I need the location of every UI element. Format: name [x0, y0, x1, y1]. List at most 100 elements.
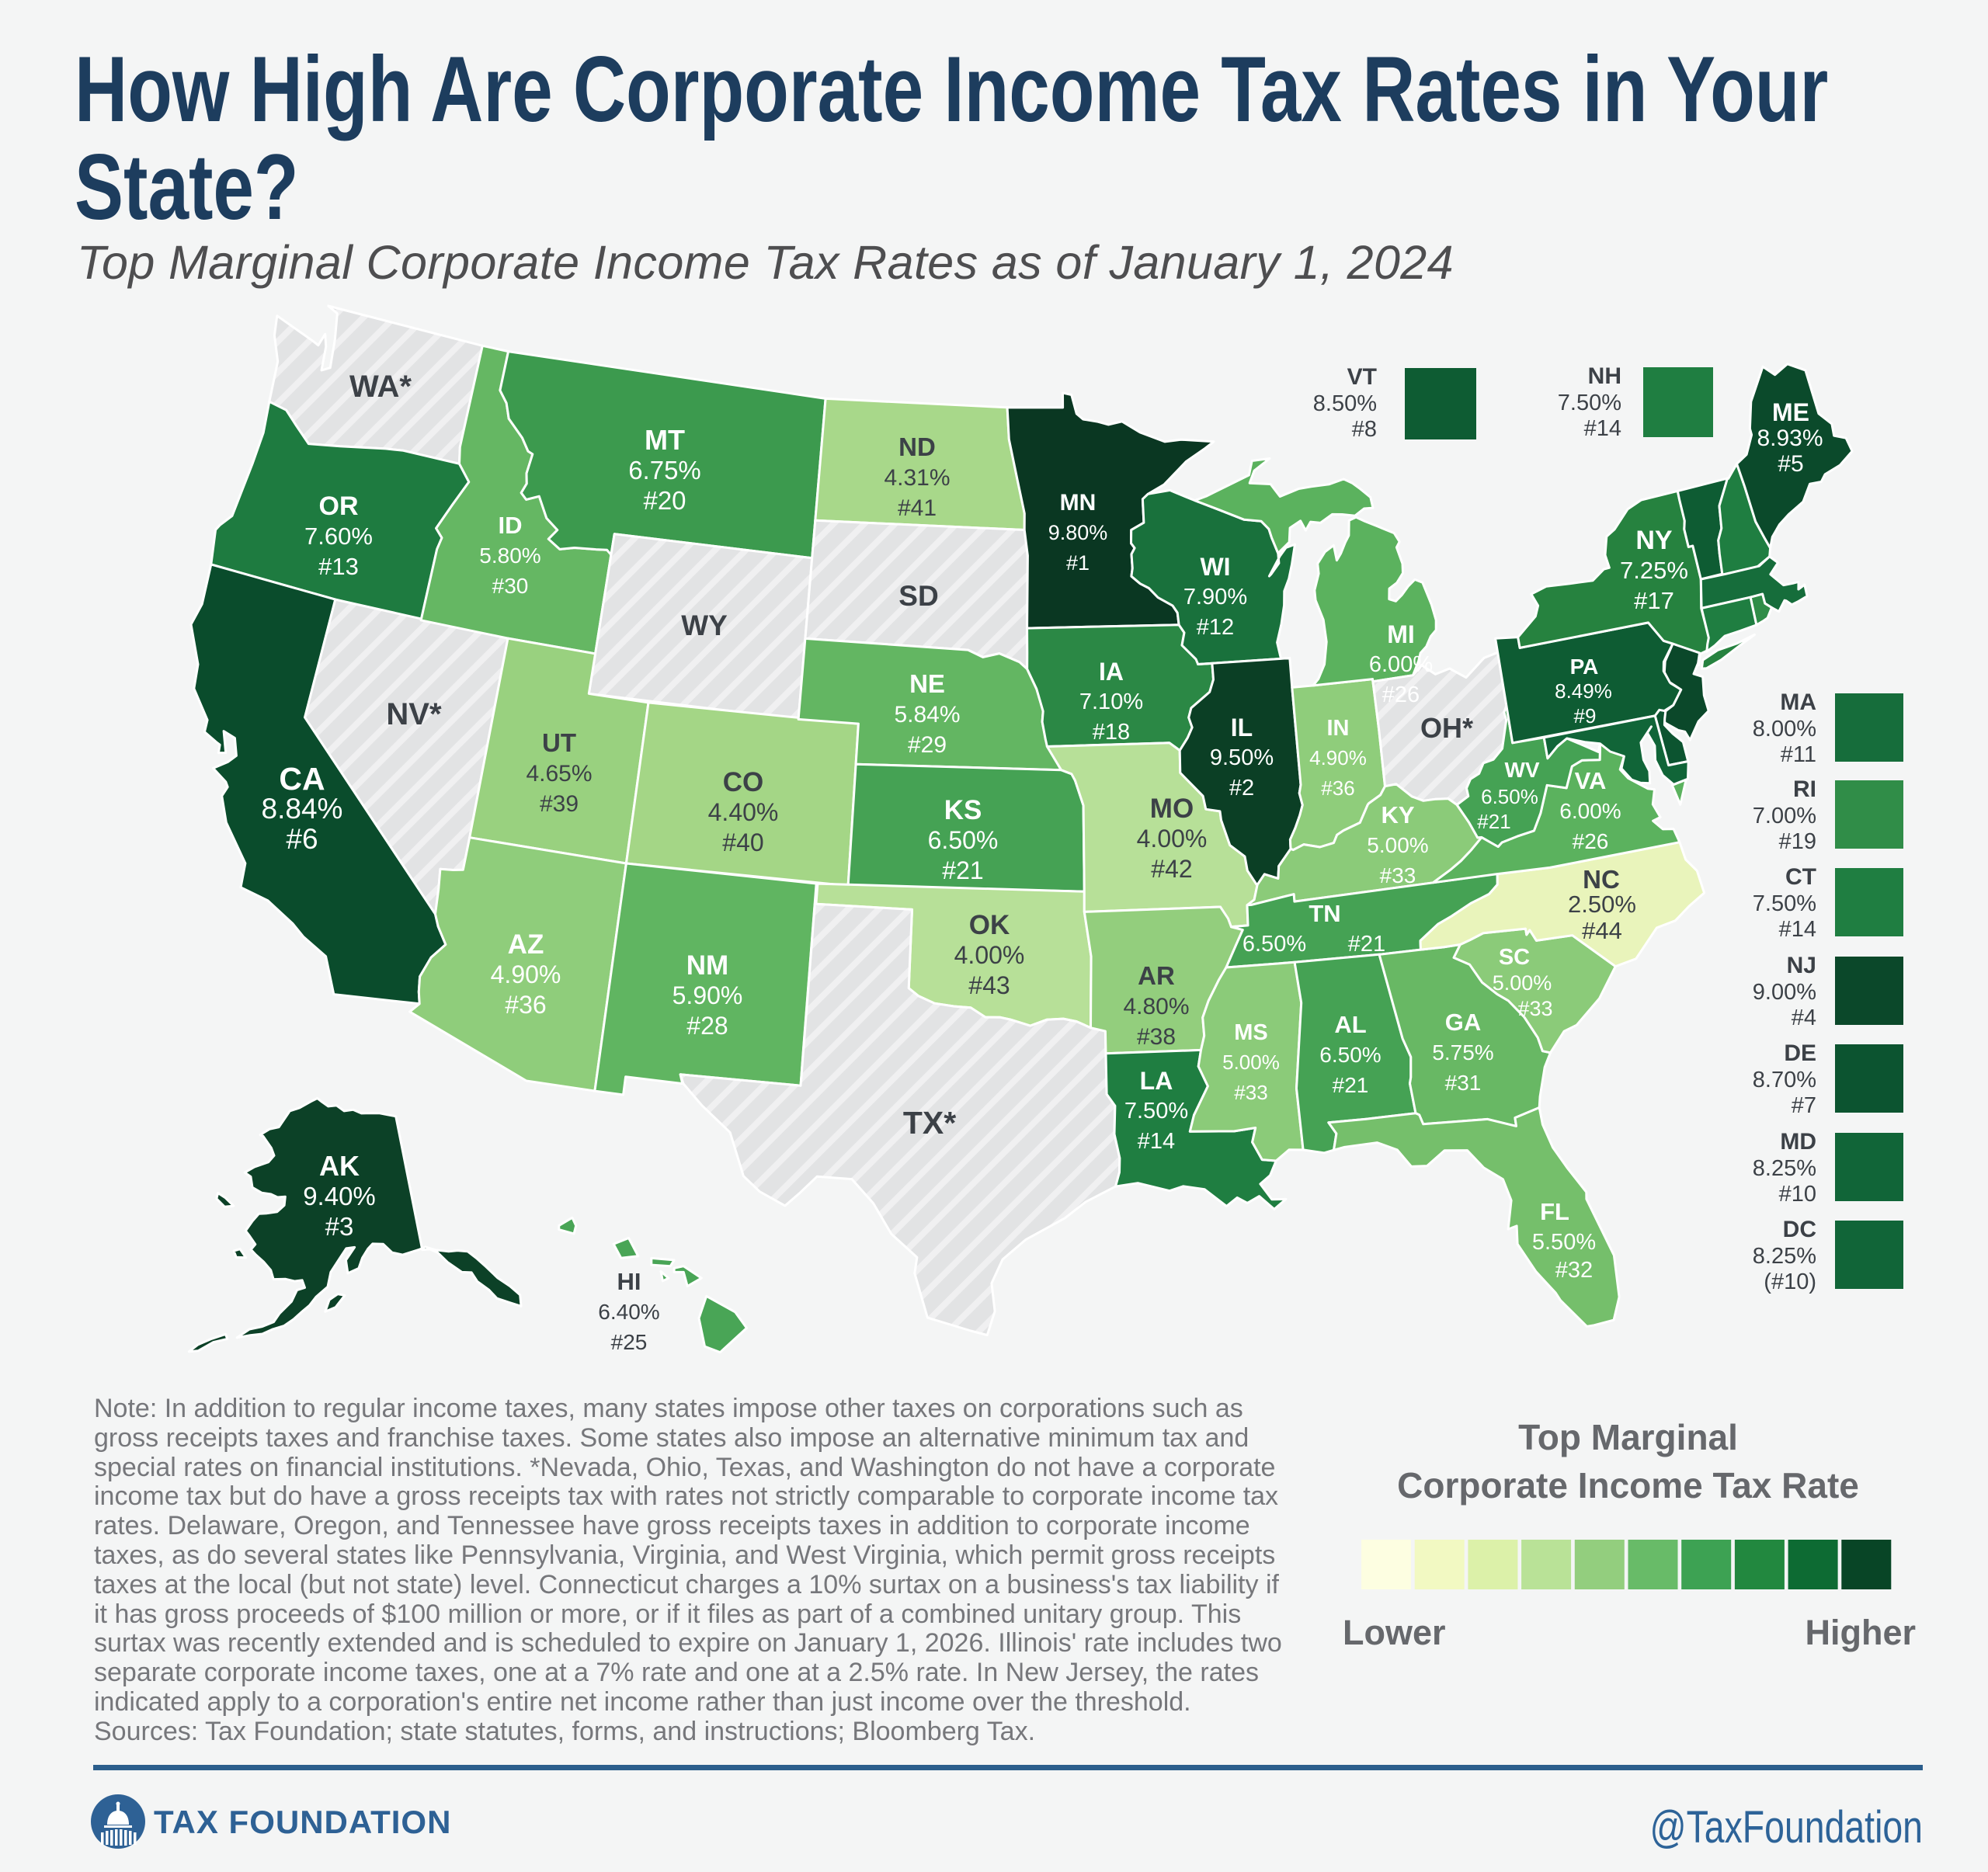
svg-text:KY: KY [1381, 801, 1414, 828]
svg-text:NH: NH [1588, 363, 1621, 389]
svg-text:#18: #18 [1093, 720, 1130, 745]
svg-text:CA: CA [279, 761, 325, 797]
svg-text:VA: VA [1575, 767, 1607, 794]
svg-text:#28: #28 [686, 1012, 728, 1040]
svg-text:NC: NC [1583, 865, 1620, 894]
svg-text:6.50%: 6.50% [928, 826, 999, 854]
svg-text:7.50%: 7.50% [1558, 391, 1621, 415]
svg-text:MS: MS [1234, 1020, 1268, 1045]
svg-text:8.50%: 8.50% [1313, 391, 1377, 416]
svg-text:8.70%: 8.70% [1753, 1068, 1816, 1092]
svg-text:VT: VT [1347, 364, 1377, 390]
svg-text:4.65%: 4.65% [526, 761, 592, 787]
svg-text:NM: NM [686, 950, 728, 981]
svg-text:#14: #14 [1584, 416, 1621, 441]
svg-text:7.00%: 7.00% [1753, 804, 1816, 828]
svg-text:5.00%: 5.00% [1222, 1051, 1280, 1074]
svg-text:MT: MT [645, 424, 685, 456]
svg-text:SD: SD [898, 580, 938, 612]
svg-text:#21: #21 [1477, 810, 1510, 833]
svg-text:#10: #10 [1779, 1182, 1816, 1207]
svg-text:5.50%: 5.50% [1532, 1230, 1596, 1255]
svg-text:5.75%: 5.75% [1432, 1040, 1493, 1065]
svg-text:ME: ME [1772, 398, 1809, 426]
svg-text:CO: CO [723, 767, 764, 797]
svg-text:6.40%: 6.40% [598, 1300, 659, 1324]
svg-text:#17: #17 [1634, 587, 1674, 614]
svg-text:SC: SC [1499, 945, 1530, 970]
svg-text:#42: #42 [1151, 855, 1192, 883]
svg-text:#1: #1 [1066, 551, 1090, 575]
svg-text:6.75%: 6.75% [628, 456, 701, 484]
svg-text:#43: #43 [968, 971, 1010, 999]
svg-text:WA*: WA* [349, 370, 412, 404]
svg-text:#32: #32 [1555, 1258, 1593, 1283]
svg-text:NV*: NV* [386, 697, 442, 731]
svg-text:#12: #12 [1197, 615, 1234, 640]
svg-text:(#10): (#10) [1764, 1269, 1816, 1294]
svg-text:#7: #7 [1792, 1093, 1816, 1118]
svg-text:#33: #33 [1234, 1081, 1267, 1104]
svg-text:CT: CT [1785, 864, 1816, 890]
svg-text:IA: IA [1099, 658, 1124, 686]
svg-text:7.25%: 7.25% [1620, 557, 1688, 584]
svg-text:MA: MA [1780, 689, 1816, 715]
svg-text:ND: ND [898, 432, 936, 461]
svg-text:HI: HI [617, 1268, 641, 1295]
svg-text:AZ: AZ [508, 929, 544, 960]
svg-text:#3: #3 [325, 1212, 354, 1241]
svg-text:OH*: OH* [1420, 712, 1473, 744]
svg-text:7.50%: 7.50% [1753, 891, 1816, 916]
svg-text:TN: TN [1309, 900, 1340, 927]
svg-text:PA: PA [1570, 655, 1599, 679]
svg-text:#38: #38 [1137, 1024, 1176, 1050]
svg-text:4.40%: 4.40% [708, 798, 779, 826]
svg-text:7.50%: 7.50% [1124, 1099, 1188, 1124]
svg-text:#6: #6 [286, 823, 318, 855]
svg-text:6.00%: 6.00% [1559, 799, 1621, 823]
svg-text:#5: #5 [1778, 451, 1803, 477]
svg-text:#41: #41 [898, 495, 937, 521]
svg-text:#13: #13 [318, 553, 359, 580]
svg-text:IL: IL [1231, 714, 1253, 742]
svg-text:6.00%: 6.00% [1369, 652, 1433, 677]
svg-text:#44: #44 [1582, 917, 1622, 944]
svg-text:MN: MN [1060, 490, 1097, 516]
svg-text:#14: #14 [1138, 1129, 1175, 1154]
svg-text:IN: IN [1327, 716, 1350, 741]
svg-text:4.31%: 4.31% [884, 465, 950, 491]
svg-text:4.80%: 4.80% [1123, 994, 1189, 1019]
svg-text:OR: OR [319, 491, 359, 521]
svg-text:LA: LA [1140, 1067, 1173, 1095]
svg-text:DE: DE [1784, 1040, 1816, 1066]
svg-text:5.90%: 5.90% [673, 981, 743, 1009]
svg-text:UT: UT [542, 728, 576, 757]
svg-text:#39: #39 [540, 791, 579, 817]
svg-text:#9: #9 [1574, 704, 1597, 728]
svg-text:8.93%: 8.93% [1757, 425, 1823, 451]
svg-text:NJ: NJ [1787, 953, 1816, 978]
svg-text:WY: WY [681, 610, 728, 641]
svg-text:WV: WV [1504, 758, 1539, 782]
svg-text:#33: #33 [1380, 863, 1416, 887]
svg-text:WI: WI [1200, 553, 1230, 581]
svg-text:#26: #26 [1382, 682, 1420, 707]
svg-text:#4: #4 [1792, 1005, 1816, 1030]
svg-text:ID: ID [499, 512, 523, 539]
svg-text:#40: #40 [722, 828, 763, 856]
svg-text:KS: KS [944, 795, 982, 825]
svg-text:7.60%: 7.60% [304, 523, 373, 550]
svg-text:6.50%: 6.50% [1242, 932, 1306, 957]
svg-text:NY: NY [1635, 526, 1673, 555]
svg-text:5.00%: 5.00% [1367, 833, 1428, 857]
svg-text:4.00%: 4.00% [1137, 825, 1208, 853]
svg-text:8.25%: 8.25% [1753, 1244, 1816, 1269]
svg-text:4.90%: 4.90% [1309, 746, 1367, 769]
svg-text:5.00%: 5.00% [1493, 971, 1552, 995]
svg-text:#11: #11 [1781, 742, 1816, 767]
svg-text:AL: AL [1334, 1011, 1366, 1038]
svg-text:#2: #2 [1229, 776, 1254, 801]
svg-text:6.50%: 6.50% [1481, 785, 1538, 808]
svg-text:#36: #36 [1321, 776, 1354, 800]
svg-text:4.00%: 4.00% [954, 941, 1025, 969]
